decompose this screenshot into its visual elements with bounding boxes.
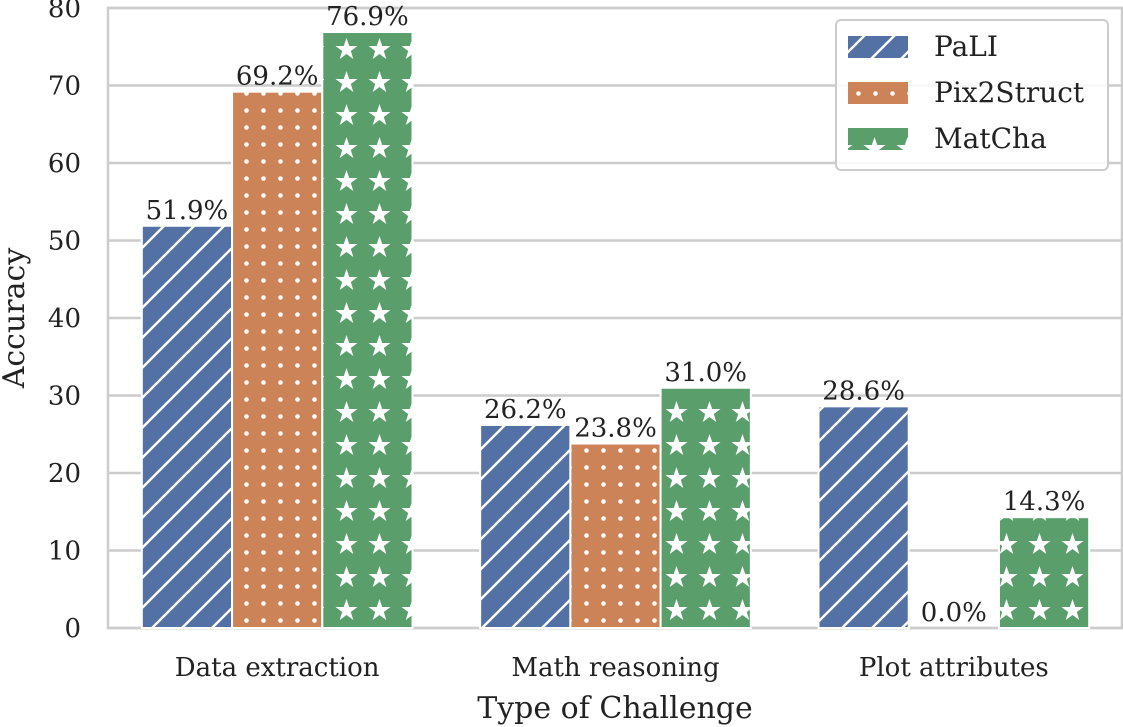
bar-pali-2 (817, 405, 910, 629)
legend-label: PaLI (934, 30, 998, 63)
legend-label: Pix2Struct (934, 76, 1085, 109)
y-tick-label: 40 (48, 304, 81, 334)
x-axis-label: Type of Challenge (477, 691, 753, 726)
bars-layer (140, 31, 1091, 630)
legend-swatch-matcha (848, 128, 908, 150)
bar-pali-1 (479, 423, 572, 630)
x-tick-label: Data extraction (175, 653, 380, 683)
data-label: 23.8% (574, 414, 657, 444)
y-tick-label: 80 (48, 0, 81, 24)
data-label: 14.3% (1003, 487, 1086, 517)
data-label: 26.2% (484, 395, 567, 425)
y-tick-label: 30 (48, 382, 81, 412)
y-tick-label: 70 (48, 72, 81, 102)
bar-pix2struct-0 (231, 90, 324, 629)
legend-swatch-pali (848, 36, 908, 58)
y-tick-label: 20 (48, 459, 81, 489)
data-label: 69.2% (236, 62, 319, 92)
data-label: 51.9% (146, 196, 229, 226)
bar-matcha-1 (659, 386, 752, 629)
axis-layer: 0 10 20 30 40 50 60 70 80 Data extraction Math rea… (48, 0, 1049, 683)
data-labels-layer: 51.9% 69.2%76.9% 26.2%23.8%31.0% 28.6% 0.0% 1… (146, 2, 1086, 628)
y-tick-label: 50 (48, 227, 81, 257)
legend-swatch-pix2struct (848, 82, 908, 104)
legend: PaLI Pix2Struct MatCha (835, 19, 1109, 171)
legend-label: MatCha (934, 122, 1047, 155)
x-tick-label: Math reasoning (511, 653, 719, 683)
bar-pix2struct-1 (569, 442, 662, 629)
x-tick-label: Plot attributes (859, 653, 1049, 683)
data-label: 0.0% (921, 598, 987, 628)
bar-matcha-2 (997, 516, 1091, 629)
bar-pali-0 (140, 224, 234, 629)
y-axis-label: Accuracy (0, 248, 32, 390)
data-label: 31.0% (664, 358, 747, 388)
bar-matcha-0 (321, 31, 414, 629)
y-tick-label: 60 (48, 149, 81, 179)
data-label: 28.6% (822, 376, 905, 406)
y-tick-label: 0 (64, 614, 81, 644)
y-tick-label: 10 (48, 537, 81, 567)
data-label: 76.9% (326, 2, 409, 32)
